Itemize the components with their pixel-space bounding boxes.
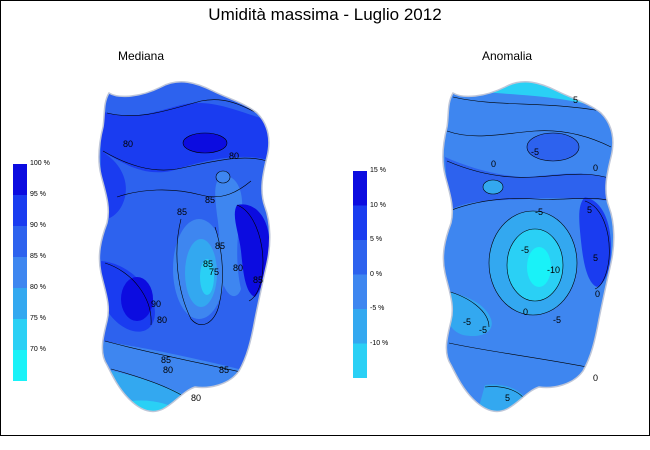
contour-label: 85 — [177, 207, 187, 217]
legend-swatch — [13, 195, 27, 226]
zone-southwest-core — [121, 277, 153, 321]
coastline — [98, 81, 271, 413]
zone-north-pos — [527, 133, 579, 161]
contour-label: 0 — [523, 307, 528, 317]
contour-lines — [446, 96, 612, 404]
contour-lines — [102, 99, 270, 402]
legend-label: 100 % — [30, 160, 50, 167]
contour-label: 85 — [161, 355, 171, 365]
legend-label: 70 % — [30, 346, 46, 353]
contour-label: 85 — [203, 259, 213, 269]
zone-north — [101, 102, 270, 173]
contour-label: 90 — [151, 299, 161, 309]
contour-label: 85 — [219, 365, 229, 375]
contour-label: -5 — [535, 207, 543, 217]
legend-label: 15 % — [370, 167, 386, 174]
contour-label: 0 — [593, 373, 598, 383]
contour-label: 85 — [205, 195, 215, 205]
contour-label: 5 — [593, 253, 598, 263]
contour-label: -5 — [553, 315, 561, 325]
legend-swatch — [353, 205, 367, 240]
legend-mediana — [13, 164, 27, 381]
contour-label: 0 — [595, 289, 600, 299]
contour-label: 5 — [573, 95, 578, 105]
zone-north-island — [216, 171, 230, 183]
contour-label: 80 — [191, 393, 201, 403]
zone-mid-north-low — [483, 180, 503, 194]
figure-frame: Umidità massima - Luglio 2012 Mediana An… — [0, 0, 650, 436]
contour-label: 5 — [587, 205, 592, 215]
contour-label: 80 — [229, 151, 239, 161]
legend-anomalia — [353, 171, 367, 378]
zone-southwest-neg — [445, 291, 492, 337]
legend-label: -10 % — [370, 339, 389, 347]
page-title: Umidità massima - Luglio 2012 — [208, 5, 442, 24]
panel-title-mediana: Mediana — [118, 49, 165, 63]
zone-north-core — [183, 133, 227, 153]
contour-label: 80 — [163, 365, 173, 375]
zone-mid-north — [445, 157, 614, 211]
legend-label: 5 % — [370, 236, 383, 243]
zone-south-tip — [475, 384, 527, 412]
contour-label: 5 — [505, 393, 510, 403]
coastline — [442, 81, 615, 413]
legend-swatch — [353, 274, 367, 309]
legend-swatch — [353, 309, 367, 344]
contour-label-layer: 5 -5 0 0 -5 -5 -10 5 0 5 0 -5 -5 -5 0 5 — [463, 95, 600, 403]
legend-label: 0 % — [370, 270, 383, 278]
contour-label: 80 — [157, 315, 167, 325]
legend-label: 95 % — [30, 191, 46, 198]
contour-label: -5 — [479, 325, 487, 335]
zone-centre-core — [200, 259, 214, 295]
panel-title-anomalia: Anomalia — [482, 49, 533, 63]
legend-label: 10 % — [370, 201, 386, 209]
contour-label: 85 — [253, 275, 263, 285]
contour-label: 85 — [215, 241, 225, 251]
legend-swatch — [353, 343, 367, 378]
legend-swatch — [13, 164, 27, 195]
legend-label: 80 % — [30, 284, 46, 291]
legend-label: -5 % — [370, 305, 385, 312]
legend-swatch — [13, 350, 27, 381]
contour-label: 80 — [123, 139, 133, 149]
zone-east-core — [234, 204, 270, 297]
legend-swatch — [13, 226, 27, 257]
contour-label: -5 — [463, 317, 471, 327]
legend-swatch — [13, 319, 27, 350]
legend-swatch — [13, 288, 27, 319]
legend-swatch — [353, 171, 367, 206]
legend-label: 90 % — [30, 222, 46, 229]
contour-label: 75 — [209, 267, 219, 277]
legend-label: 85 % — [30, 253, 46, 260]
zone-centre-core — [527, 247, 551, 287]
contour-label: 0 — [593, 163, 598, 173]
legend-swatch — [13, 257, 27, 288]
legend-swatch — [353, 240, 367, 275]
map-anomalia: 5 -5 0 0 -5 -5 -10 5 0 5 0 -5 -5 -5 0 5 — [442, 81, 615, 413]
contour-label: -5 — [531, 147, 539, 157]
contour-label: -5 — [521, 245, 529, 255]
contour-label: 80 — [233, 263, 243, 273]
legend-label: 75 % — [30, 315, 46, 322]
contour-label: 0 — [491, 159, 496, 169]
contour-label: -10 — [547, 265, 560, 275]
